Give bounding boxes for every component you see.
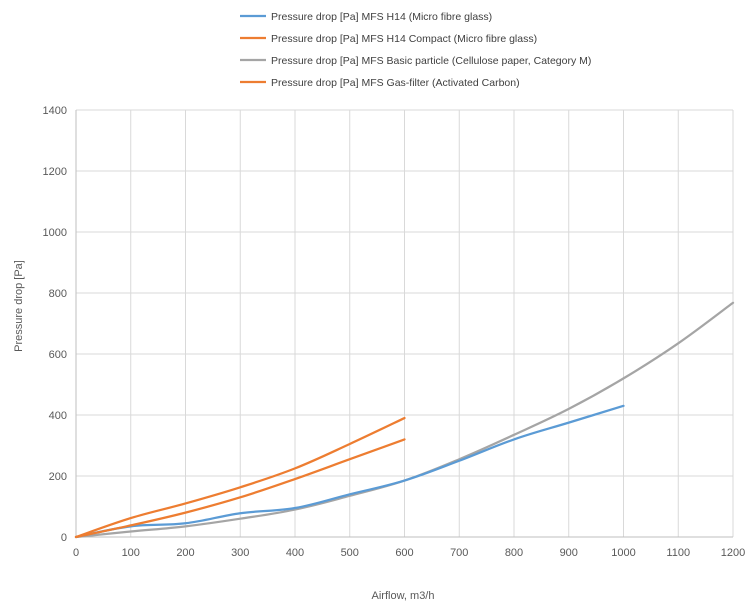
x-axis-title: Airflow, m3/h bbox=[372, 590, 435, 602]
series-line-2 bbox=[74, 416, 406, 539]
x-tick-label: 700 bbox=[450, 547, 468, 559]
y-tick-label: 1000 bbox=[43, 227, 67, 239]
x-tick-label: 600 bbox=[395, 547, 413, 559]
x-tick-label: 400 bbox=[286, 547, 304, 559]
y-tick-label: 600 bbox=[49, 349, 67, 361]
x-tick-label: 500 bbox=[341, 547, 359, 559]
x-tick-label: 200 bbox=[176, 547, 194, 559]
x-tick-label: 1200 bbox=[721, 547, 745, 559]
y-axis-tick-labels: 0 200 400 600 800 1000 1200 1400 bbox=[43, 105, 67, 544]
y-tick-label: 1200 bbox=[43, 166, 67, 178]
series-line-4 bbox=[74, 438, 406, 539]
x-tick-label: 1100 bbox=[666, 547, 690, 559]
y-tick-label: 1400 bbox=[43, 105, 67, 117]
x-tick-label: 1000 bbox=[611, 547, 635, 559]
chart-grid bbox=[75, 109, 734, 538]
series-line-1 bbox=[74, 404, 625, 539]
x-axis-tick-labels: 0 100 200 300 400 500 600 700 800 900 1000 1100 1200 bbox=[73, 547, 745, 559]
y-tick-label: 800 bbox=[49, 288, 67, 300]
x-tick-label: 900 bbox=[560, 547, 578, 559]
legend-label-3: Pressure drop [Pa] MFS Basic particle (C… bbox=[271, 55, 591, 67]
x-tick-label: 100 bbox=[122, 547, 140, 559]
y-axis-title: Pressure drop [Pa] bbox=[13, 260, 25, 352]
x-tick-label: 0 bbox=[73, 547, 79, 559]
x-tick-label: 300 bbox=[231, 547, 249, 559]
y-tick-label: 200 bbox=[49, 471, 67, 483]
legend-label-1: Pressure drop [Pa] MFS H14 (Micro fibre … bbox=[271, 11, 492, 23]
y-tick-label: 0 bbox=[61, 532, 67, 544]
legend-label-4: Pressure drop [Pa] MFS Gas-filter (Activ… bbox=[271, 77, 520, 89]
legend-label-2: Pressure drop [Pa] MFS H14 Compact (Micr… bbox=[271, 33, 537, 45]
series-lines bbox=[74, 301, 735, 539]
x-tick-label: 800 bbox=[505, 547, 523, 559]
legend: Pressure drop [Pa] MFS H14 (Micro fibre … bbox=[240, 11, 591, 89]
y-tick-label: 400 bbox=[49, 410, 67, 422]
